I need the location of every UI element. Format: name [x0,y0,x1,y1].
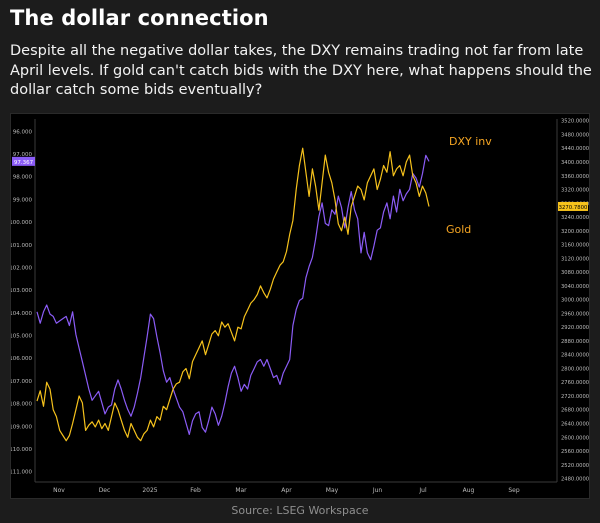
right-tick-label: 2480.0000 [561,477,589,483]
left-tick-label: 110.000 [11,447,32,453]
x-tick-label: Mar [235,487,247,494]
left-tick-label: 103.000 [11,288,32,294]
right-tick-label: 3120.0000 [561,256,589,262]
left-tick-label: 96.000 [13,129,33,135]
gold-last-value-label: 3270.7800 [559,205,588,211]
right-tick-label: 3440.0000 [561,146,589,152]
right-tick-label: 3200.0000 [561,229,589,235]
page-title: The dollar connection [10,6,269,30]
left-axis: 96.000 97.000 98.000 99.000 100.000 101.000 10… [9,119,36,482]
x-tick-label: Dec [99,487,111,494]
chart-panel: 96.000 97.000 98.000 99.000 100.000 101.000 10… [9,113,590,499]
source-note: Source: LSEG Workspace [231,504,369,517]
left-tick-label: 106.000 [11,356,32,362]
right-tick-label: 3240.0000 [561,215,589,221]
right-tick-label: 2520.0000 [561,463,589,469]
left-tick-label: 111.000 [11,470,32,476]
x-tick-label: 2025 [142,487,157,494]
x-tick-label: May [326,487,339,494]
right-tick-label: 2880.0000 [561,339,589,345]
page-subtitle: Despite all the negative dollar takes, t… [10,43,592,98]
series-line-dxy-inv [36,154,430,435]
x-tick-label: Nov [53,487,65,494]
right-tick-label: 3040.0000 [561,284,589,290]
right-tick-label: 3480.0000 [561,132,589,138]
x-tick-label: Aug [463,487,475,494]
left-tick-label: 101.000 [11,243,32,249]
left-tick-label: 102.000 [11,265,32,271]
x-tick-label: Sep [508,487,520,494]
right-tick-label: 3520.0000 [561,119,589,125]
left-tick-label: 109.000 [11,424,32,430]
left-tick-label: 98.000 [13,175,33,181]
x-tick-label: Feb [190,487,201,494]
right-axis: 3520.0000 3480.0000 3440.0000 3400.0000 3360… [556,119,589,483]
left-tick-label: 99.000 [13,197,33,203]
right-tick-label: 3400.0000 [561,160,589,166]
left-tick-label: 100.000 [11,220,32,226]
right-tick-label: 2960.0000 [561,311,589,317]
right-tick-label: 2680.0000 [561,408,589,414]
right-tick-label: 2840.0000 [561,353,589,359]
annotation-gold: Gold [446,223,471,236]
right-tick-label: 2640.0000 [561,422,589,428]
right-tick-label: 3000.0000 [561,298,589,304]
dxy-last-value-label: 97.367 [14,160,34,166]
left-tick-label: 104.000 [11,311,32,317]
right-tick-label: 2920.0000 [561,325,589,331]
dxy-gold-chart: 96.000 97.000 98.000 99.000 100.000 101.000 10… [9,119,589,494]
right-tick-label: 2800.0000 [561,366,589,372]
annotation-dxy-inv: DXY inv [449,135,492,148]
right-tick-label: 3320.0000 [561,188,589,194]
dxy-last-value-tag [12,156,35,166]
series-layer [36,147,430,442]
left-tick-label: 107.000 [11,379,32,385]
value-tags: 97.367 3270.7800 [12,156,588,211]
series-line-gold [36,147,430,442]
right-tick-label: 3360.0000 [561,174,589,180]
left-tick-label: 97.000 [13,152,33,158]
left-tick-label: 105.000 [11,334,32,340]
right-tick-label: 3080.0000 [561,270,589,276]
right-tick-label: 3160.0000 [561,243,589,249]
right-tick-label: 2760.0000 [561,380,589,386]
right-tick-label: 2600.0000 [561,435,589,441]
x-tick-label: Apr [281,487,292,494]
x-tick-label: Jul [418,487,427,494]
left-tick-label: 108.000 [11,402,32,408]
right-tick-label: 2560.0000 [561,449,589,455]
x-axis: Nov Dec 2025 Feb Mar Apr May Jun Jul Aug Sep [35,481,557,494]
x-tick-label: Jun [372,487,383,494]
right-tick-label: 2720.0000 [561,394,589,400]
gold-last-value-tag [558,201,588,211]
